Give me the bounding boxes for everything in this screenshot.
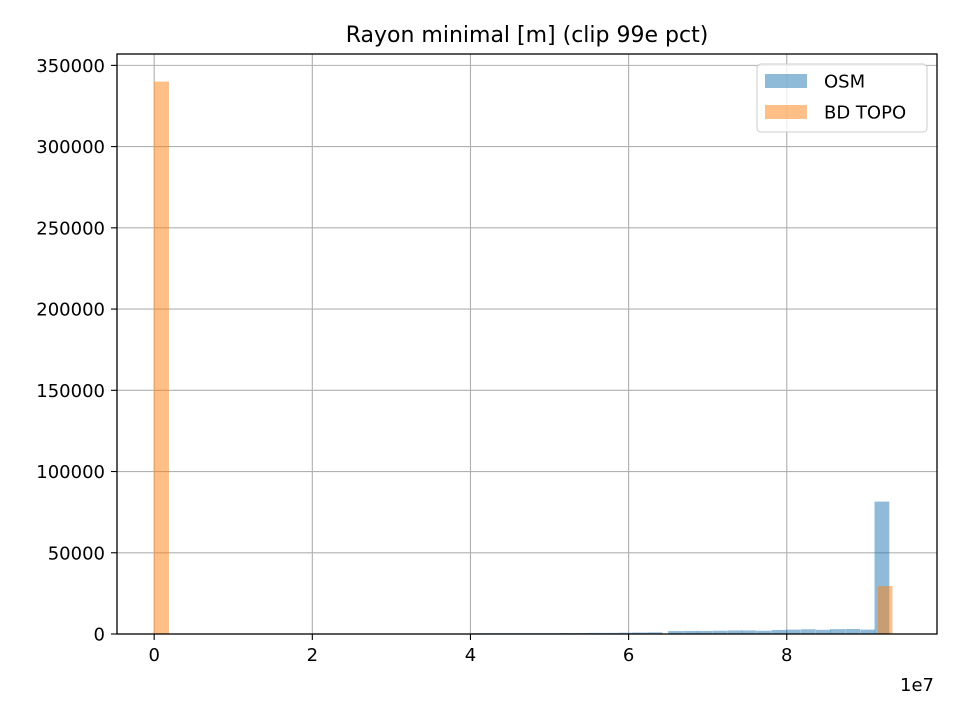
- x-tick-label: 4: [465, 645, 476, 666]
- histogram-bar: [830, 629, 846, 634]
- series-bd-topo: [154, 81, 893, 635]
- histogram-bar: [816, 629, 831, 634]
- legend: OSM BD TOPO: [756, 63, 928, 133]
- histogram-bar: [860, 629, 876, 634]
- histogram-bar: [877, 586, 893, 634]
- legend-label: BD TOPO: [824, 103, 906, 124]
- y-tick-label: 350000: [36, 56, 105, 77]
- histogram-bar: [741, 630, 757, 634]
- y-tick-label: 250000: [36, 218, 105, 239]
- histogram-bar: [712, 630, 728, 634]
- legend-swatch: [765, 105, 807, 119]
- histogram-bar: [771, 629, 787, 634]
- legend-label: OSM: [824, 72, 865, 93]
- histogram-bar: [683, 630, 698, 634]
- histogram-bar: [632, 632, 648, 634]
- histogram-bar: [800, 629, 816, 634]
- chart-title: Rayon minimal [m] (clip 99e pct): [346, 23, 709, 48]
- axes: 0 2 4 6 8 0 50000 100000 150000 200000 250000 30000…: [36, 53, 938, 666]
- y-tick-label: 300000: [36, 137, 105, 158]
- histogram-bar: [756, 630, 772, 634]
- y-tick-label: 50000: [48, 543, 105, 564]
- y-tick-label: 200000: [36, 300, 105, 321]
- legend-swatch: [765, 74, 807, 88]
- x-tick-label: 6: [623, 645, 634, 666]
- x-axis-offset-label: 1e7: [900, 675, 934, 696]
- grid-lines: [117, 54, 937, 635]
- y-tick-label: 150000: [36, 381, 105, 402]
- x-tick-label: 8: [781, 645, 792, 666]
- histogram-bar: [647, 632, 663, 634]
- histogram-bars: [154, 81, 893, 635]
- histogram-bar: [668, 631, 683, 634]
- histogram-bar: [727, 630, 743, 634]
- x-tick-label: 0: [148, 645, 159, 666]
- y-tick-label: 100000: [36, 462, 105, 483]
- plot-frame: [116, 53, 938, 635]
- histogram-bar: [785, 629, 801, 634]
- y-tick-label: 0: [94, 625, 105, 646]
- histogram-bar: [697, 630, 713, 634]
- histogram-bar: [845, 628, 861, 634]
- histogram-bar: [154, 81, 169, 635]
- x-tick-label: 2: [307, 645, 318, 666]
